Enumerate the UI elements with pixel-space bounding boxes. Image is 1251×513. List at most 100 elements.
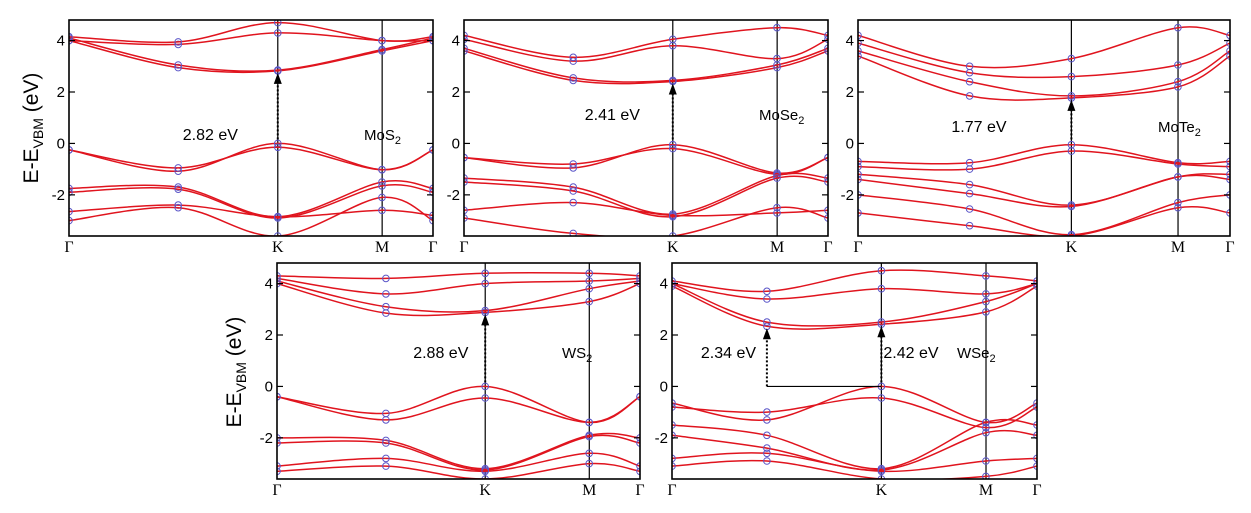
band-marker-7-2 [1067,92,1076,100]
band-marker-5-2 [877,475,886,479]
y-tick-label: 2 [265,327,273,344]
material-label: MoTe2 [1158,119,1201,139]
band-marker-3-3 [773,174,781,182]
band-marker-4-1 [382,454,390,463]
band-marker-7-1 [965,77,974,86]
kpoint-label: Γ [459,239,468,256]
band-line-1 [858,150,1230,171]
band-line-7 [858,50,1230,97]
band-line-9 [69,21,433,44]
band-marker-1-3 [585,418,594,427]
band-marker-1-1 [569,160,578,168]
band-line-7 [464,47,828,83]
kpoint-label: K [479,482,491,499]
band-marker-7-4 [636,277,640,285]
y-axis-label-top: E-EVBM (eV) [20,73,46,184]
band-line-8 [69,32,433,46]
band-marker-3-3 [585,432,594,441]
band-line-0 [69,142,433,172]
y-tick-label: 4 [452,33,460,50]
y-tick-label: 2 [452,84,460,101]
band-marker-1-3 [378,165,386,174]
band-marker-9-3 [1174,23,1182,32]
band-line-1 [672,396,1037,429]
gap-value-label: 2.88 eV [413,345,468,362]
band-marker-7-1 [382,302,390,311]
band-line-4 [69,204,433,218]
band-line-3 [277,434,640,471]
kpoint-label: M [582,482,596,499]
band-line-9 [672,269,1037,293]
kpoint-label: Γ [1032,482,1041,499]
bands [277,269,640,479]
band-marker-5-1 [174,203,182,212]
band-marker-3-4 [636,439,640,447]
band-line-4 [464,201,828,217]
material-label-main: WS [562,345,586,362]
indirect-gap-arrow-head [762,328,771,340]
band-marker-2-4 [429,184,433,193]
material-label-subscript: 2 [990,353,996,365]
kpoint-label: K [272,239,284,256]
band-line-4 [858,194,1230,236]
band-line-1 [69,146,433,171]
plot-frame [671,262,1038,480]
y-tick-label: 4 [660,276,668,293]
band-marker-5-1 [965,221,974,230]
panel-mote2: 420-2Γ K M Γ1.77 eV MoTe2 [841,19,1235,256]
band-line-3 [858,174,1230,208]
kpoint-label: Γ [667,482,676,499]
band-marker-1-2 [877,394,886,402]
band-marker-9-4 [824,31,828,40]
band-marker-9-1 [965,62,974,71]
band-line-7 [277,280,640,313]
band-marker-2-3 [982,418,990,427]
gap-value-label: 2.42 eV [883,345,938,362]
band-line-2 [672,418,1037,470]
band-line-0 [277,385,640,424]
band-marker-3-1 [965,189,974,198]
band-marker-5-3 [982,472,990,479]
band-marker-7-3 [378,45,386,54]
material-label: WS2 [562,345,592,365]
band-marker-9-1 [382,274,390,283]
band-marker-9-0 [69,32,73,41]
kpoint-label: Γ [1225,239,1234,256]
indirect-gap-value-label: 2.34 eV [701,345,756,362]
band-line-3 [464,175,828,218]
bands [672,266,1037,479]
band-marker-3-1 [569,187,578,195]
band-marker-1-4 [824,153,828,162]
band-marker-0-1 [763,416,771,424]
plot-frame [463,19,829,237]
band-marker-7-4 [824,44,828,53]
band-line-7 [69,37,433,72]
band-marker-9-1 [569,53,578,62]
band-line-0 [464,143,828,174]
band-marker-9-3 [585,269,594,278]
y-tick-label: 2 [57,84,65,101]
plot-frame [68,19,434,237]
band-marker-1-3 [982,423,990,432]
y-axis-label-bottom: E-EVBM (eV) [223,317,249,428]
band-line-4 [672,452,1037,473]
material-label-main: MoSe [759,107,798,124]
material-label-main: WSe [957,345,990,362]
band-marker-1-1 [174,164,182,172]
kpoint-label: M [375,239,389,256]
gap-arrow-head [481,314,490,326]
band-marker-9-2 [877,266,886,275]
band-marker-5-2 [481,475,489,479]
band-marker-8-4 [824,35,828,44]
band-marker-8-4 [636,274,640,283]
band-marker-4-4 [429,211,433,220]
band-marker-7-1 [763,318,771,326]
band-marker-6-1 [965,92,974,100]
band-marker-9-1 [174,38,182,46]
band-line-8 [277,277,640,295]
gap-arrow-head [273,72,282,84]
band-marker-4-2 [877,467,886,476]
band-marker-9-3 [773,23,781,32]
y-tick-label: 0 [452,135,460,152]
band-marker-9-4 [429,32,433,41]
